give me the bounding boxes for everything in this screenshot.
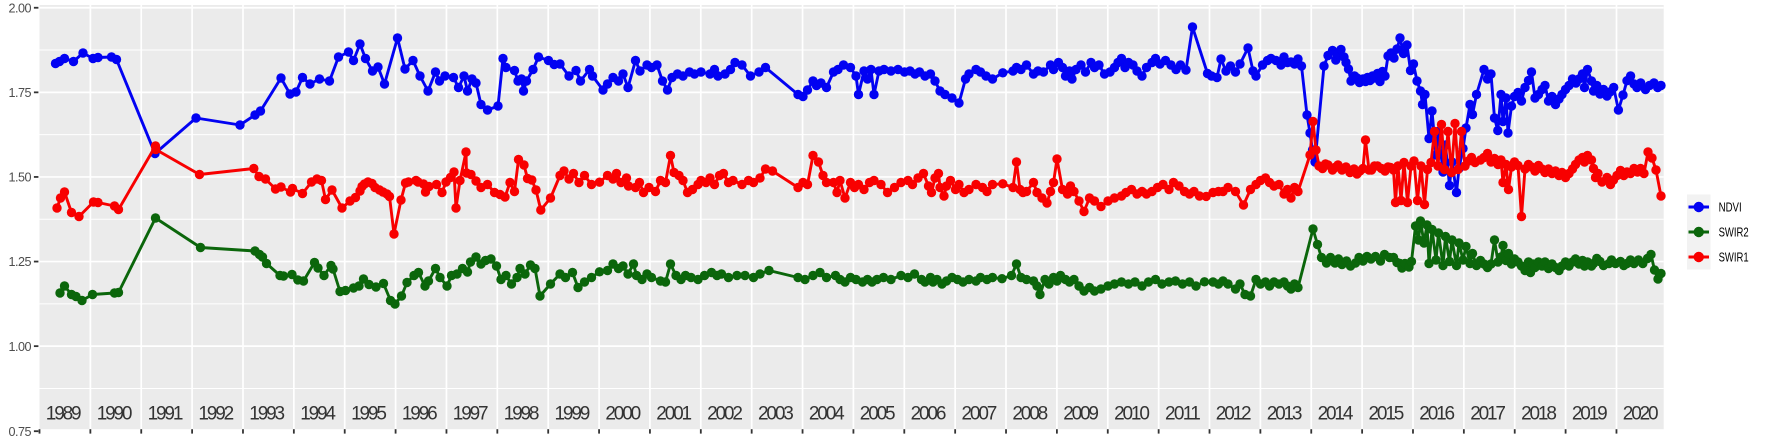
svg-text:1989: 1989 — [46, 403, 82, 424]
svg-text:2.00: 2.00 — [9, 1, 32, 15]
svg-text:2014: 2014 — [1318, 403, 1354, 424]
svg-text:1.75: 1.75 — [9, 86, 32, 100]
svg-text:1998: 1998 — [504, 403, 540, 424]
svg-text:NDVI: NDVI — [1719, 201, 1742, 215]
svg-text:1.50: 1.50 — [9, 171, 32, 185]
svg-text:2004: 2004 — [809, 403, 845, 424]
svg-text:1992: 1992 — [198, 403, 234, 424]
svg-text:2018: 2018 — [1521, 403, 1557, 424]
svg-text:2020: 2020 — [1623, 403, 1659, 424]
svg-text:2019: 2019 — [1572, 403, 1608, 424]
svg-text:1.00: 1.00 — [9, 340, 32, 354]
svg-text:2009: 2009 — [1063, 403, 1099, 424]
svg-text:2012: 2012 — [1216, 403, 1252, 424]
svg-text:1.25: 1.25 — [9, 255, 32, 269]
svg-text:SWIR2: SWIR2 — [1719, 226, 1749, 240]
svg-text:0.75: 0.75 — [9, 425, 32, 439]
svg-text:1997: 1997 — [453, 403, 489, 424]
svg-text:2003: 2003 — [758, 403, 794, 424]
svg-text:1993: 1993 — [249, 403, 285, 424]
svg-text:2002: 2002 — [707, 403, 743, 424]
svg-text:2015: 2015 — [1369, 403, 1405, 424]
svg-text:2005: 2005 — [860, 403, 896, 424]
svg-text:2000: 2000 — [605, 403, 641, 424]
svg-text:2008: 2008 — [1012, 403, 1048, 424]
svg-text:1994: 1994 — [300, 403, 336, 424]
svg-text:1991: 1991 — [148, 403, 184, 424]
svg-text:2017: 2017 — [1470, 403, 1506, 424]
svg-text:2001: 2001 — [656, 403, 692, 424]
svg-text:2006: 2006 — [911, 403, 947, 424]
svg-text:2007: 2007 — [962, 403, 998, 424]
svg-text:2010: 2010 — [1114, 403, 1150, 424]
svg-text:SWIR1: SWIR1 — [1719, 251, 1749, 265]
svg-text:1990: 1990 — [97, 403, 133, 424]
svg-text:2013: 2013 — [1267, 403, 1303, 424]
svg-text:2016: 2016 — [1419, 403, 1455, 424]
svg-text:1999: 1999 — [555, 403, 591, 424]
svg-text:2011: 2011 — [1165, 403, 1201, 424]
svg-text:1996: 1996 — [402, 403, 438, 424]
svg-text:1995: 1995 — [351, 403, 387, 424]
